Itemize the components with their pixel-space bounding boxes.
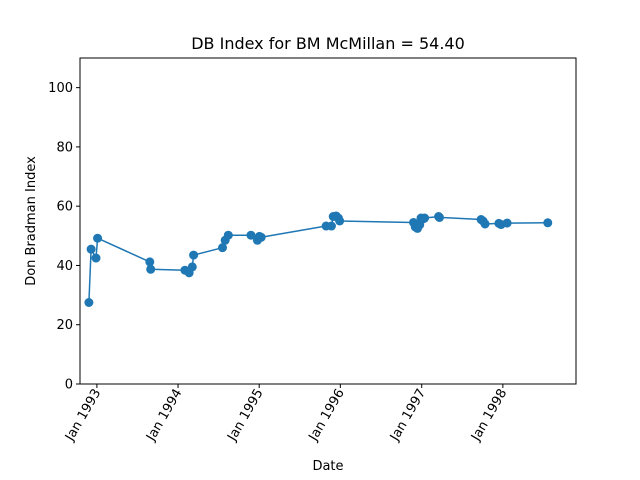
y-tick-label: 60 [56,200,73,215]
x-tick-label: Jan 1997 [387,387,429,445]
x-tick-label: Jan 1996 [306,387,348,445]
data-point [86,244,96,254]
data-point [187,262,197,272]
x-tick-label: Jan 1998 [468,386,510,444]
x-tick-label: Jan 1995 [225,387,267,445]
x-axis-label: Date [312,459,343,474]
data-point [246,230,256,240]
data-point [335,216,345,226]
x-axis: Jan 1993 Jan 1994 Jan 1995 Jan 1996 Jan 1997… [62,384,510,444]
data-point [256,232,266,242]
data-point [145,257,155,267]
y-tick-label: 40 [56,259,73,274]
data-point [434,212,444,222]
data-point [223,230,233,240]
y-axis: 0 20 40 60 80 100 [48,81,80,393]
data-point [543,218,553,228]
y-tick-label: 20 [56,318,73,333]
series-line [88,215,548,303]
y-tick-label: 100 [48,81,73,96]
x-tick-label: Jan 1994 [143,387,185,445]
data-point [84,298,94,307]
data-point [91,253,101,263]
plot-frame [79,57,577,385]
data-point [326,221,336,231]
data-point [93,233,103,243]
x-tick-label: Jan 1993 [62,387,104,445]
y-tick-label: 80 [56,140,73,155]
data-point [189,250,199,260]
y-axis-label: Don Bradman Index [24,156,39,286]
data-point [146,264,156,274]
data-point [420,213,430,223]
data-point [502,218,512,228]
y-tick-label: 0 [65,378,73,393]
data-point [218,243,228,253]
data-series [84,211,553,307]
data-point [480,219,490,229]
chart-title: DB Index for BM McMillan = 54.40 [191,34,465,53]
